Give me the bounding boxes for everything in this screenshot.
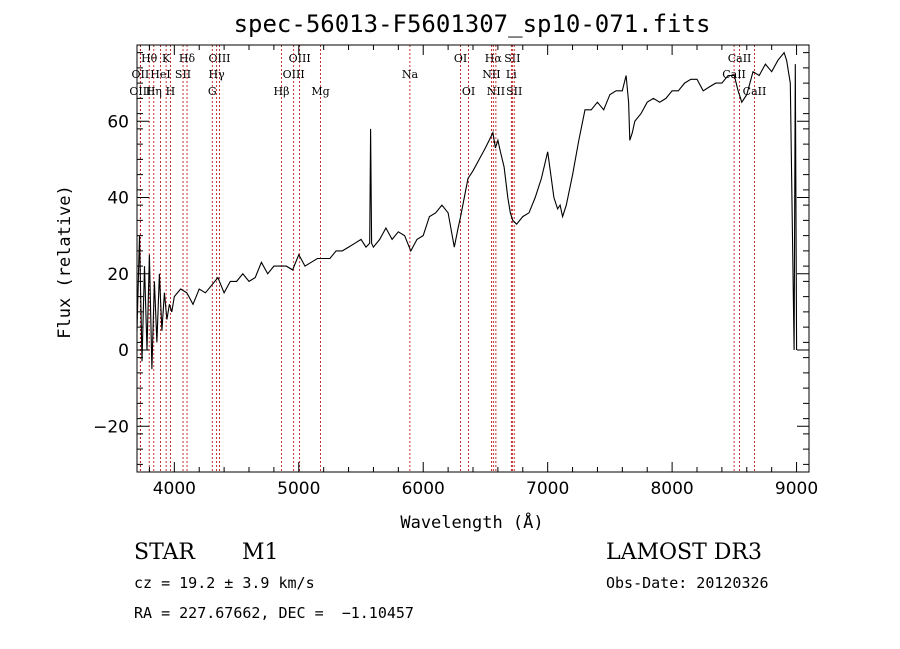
object-class: STAR [134,540,195,565]
x-tick-label-1: 5000 [277,479,320,499]
line-label-21: NII [482,68,500,81]
line-label-19: Hα [485,52,503,65]
chart-title: spec-56013-F5601307_sp10-071.fits [234,10,711,38]
object-subclass: M1 [242,540,279,565]
y-tick-label-1: 0 [118,341,129,361]
line-label-6: SII [175,68,191,81]
x-tick-label-2: 6000 [402,479,445,499]
line-label-7: H [166,85,176,98]
obs-date: Obs-Date: 20120326 [606,574,769,592]
line-label-26: CaII [722,68,746,81]
y-axis-label: Flux (relative) [55,185,75,339]
y-tick-label-3: 40 [107,189,129,209]
line-label-11: G [208,85,217,98]
line-label-4: HeI [150,68,170,81]
x-tick-label-3: 7000 [526,479,569,499]
line-label-3: K [162,52,171,65]
line-label-10: Hγ [209,68,226,81]
coordinates: RA = 227.67662, DEC = −1.10457 [134,604,414,622]
x-tick-label-4: 8000 [650,479,693,499]
line-label-8: Hδ [179,52,196,65]
line-label-13: OIII [283,68,305,81]
axis-ticks: 4000 5000 6000 7000 8000 9000 −20 0 20 40 60 [93,45,818,499]
line-label-2: OIII [129,85,151,98]
line-label-23: NII [487,85,505,98]
line-label-24: SII [506,85,522,98]
line-label-22: Li [506,68,517,81]
spectrum-series-0 [136,51,798,370]
spectrum-chart: spec-56013-F5601307_sp10-071.fits HθOIIO… [55,10,818,533]
line-label-16: Na [402,68,419,81]
x-axis-label: Wavelength (Å) [400,511,543,533]
plot-frame [136,44,810,473]
line-label-0: Hθ [141,52,158,65]
y-tick-label-4: 60 [107,112,129,132]
line-label-18: OI [462,85,475,98]
line-label-25: CaII [728,52,752,65]
x-tick-label-5: 9000 [775,479,818,499]
line-label-20: SII [504,52,520,65]
x-tick-label-0: 4000 [153,479,196,499]
line-label-5: Hη [146,85,162,98]
line-label-9: OIII [208,52,230,65]
series-layer [136,51,798,370]
y-tick-label-0: −20 [93,417,129,437]
line-label-14: Hβ [274,85,290,98]
redshift-text: cz = 19.2 ± 3.9 km/s [134,574,315,592]
line-label-17: OI [454,52,467,65]
y-tick-label-2: 20 [107,265,129,285]
survey-name: LAMOST DR3 [606,540,762,565]
line-label-15: Mg [311,85,329,98]
line-label-12: OIII [289,52,311,65]
